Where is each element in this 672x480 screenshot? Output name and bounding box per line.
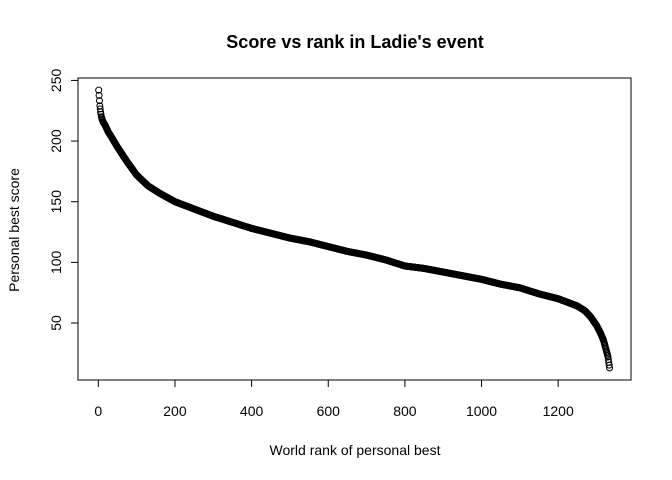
x-tick-label: 600 xyxy=(317,403,341,419)
x-tick-label: 1200 xyxy=(543,403,574,419)
x-tick-label: 800 xyxy=(393,403,417,419)
x-axis-label: World rank of personal best xyxy=(270,442,441,458)
x-tick-label: 1000 xyxy=(466,403,497,419)
x-tick-label: 400 xyxy=(240,403,264,419)
data-point xyxy=(605,361,613,369)
y-axis-label: Personal best score xyxy=(6,168,22,292)
data-point xyxy=(95,97,103,105)
data-point xyxy=(95,86,103,94)
y-axis: 50 100 150 200 250 xyxy=(48,69,79,331)
x-tick-label: 0 xyxy=(94,403,102,419)
x-tick-label: 200 xyxy=(163,403,187,419)
y-tick-label: 200 xyxy=(48,129,64,153)
x-axis: 0 200 400 600 800 1000 1200 xyxy=(94,379,574,419)
data-points xyxy=(95,86,614,372)
data-point xyxy=(95,91,103,99)
y-tick-label: 250 xyxy=(48,69,64,93)
y-tick-label: 50 xyxy=(48,315,64,331)
chart-title: Score vs rank in Ladie's event xyxy=(226,32,483,52)
plot-area-border xyxy=(77,77,632,381)
y-tick-label: 100 xyxy=(48,250,64,274)
data-point xyxy=(606,364,614,372)
y-tick-label: 150 xyxy=(48,190,64,214)
